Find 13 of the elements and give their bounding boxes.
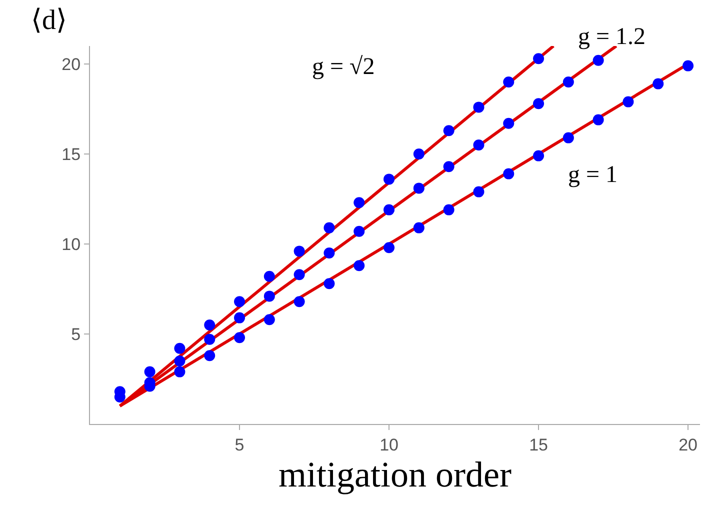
x-tick-label: 5 [234,435,244,454]
annotation: g = √2 [312,54,375,80]
x-tick-label: 15 [529,435,548,454]
y-tick-label: 5 [71,324,81,344]
x-tick-label: 20 [678,435,698,454]
y-tick-label: 20 [62,54,81,74]
y-axis-title: ⟨d⟩ [31,5,67,36]
annotation: g = 1.2 [578,24,646,50]
annotation: g = 1 [568,162,618,188]
y-tick-label: 10 [62,234,81,254]
y-tick-label: 15 [62,144,81,164]
x-axis-title: mitigation order [278,454,512,494]
x-tick-label: 10 [380,435,398,454]
